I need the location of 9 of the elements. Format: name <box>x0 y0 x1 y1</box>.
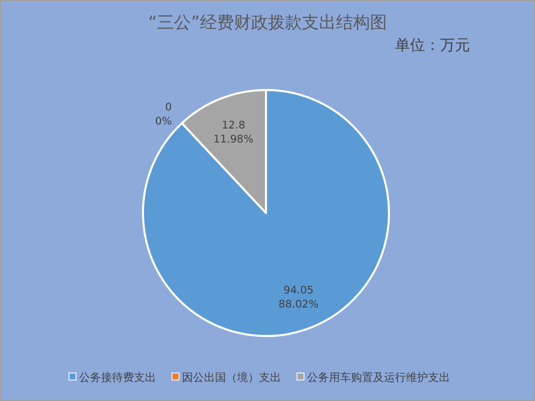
legend-label: 公务用车购置及运行维护支出 <box>307 371 450 384</box>
legend-label: 因公出国（境）支出 <box>182 371 281 384</box>
legend-label: 公务接待费支出 <box>79 371 156 384</box>
text: 0 0% <box>155 101 172 128</box>
chart-title: “三公”经费财政拨款支出结构图 <box>148 13 387 33</box>
chart-subtitle: 单位：万元 <box>395 36 470 54</box>
data-label: 94.05 88.02% <box>278 284 319 310</box>
data-label: 12.8 11.98% <box>213 120 254 146</box>
pie-slice <box>142 89 390 337</box>
